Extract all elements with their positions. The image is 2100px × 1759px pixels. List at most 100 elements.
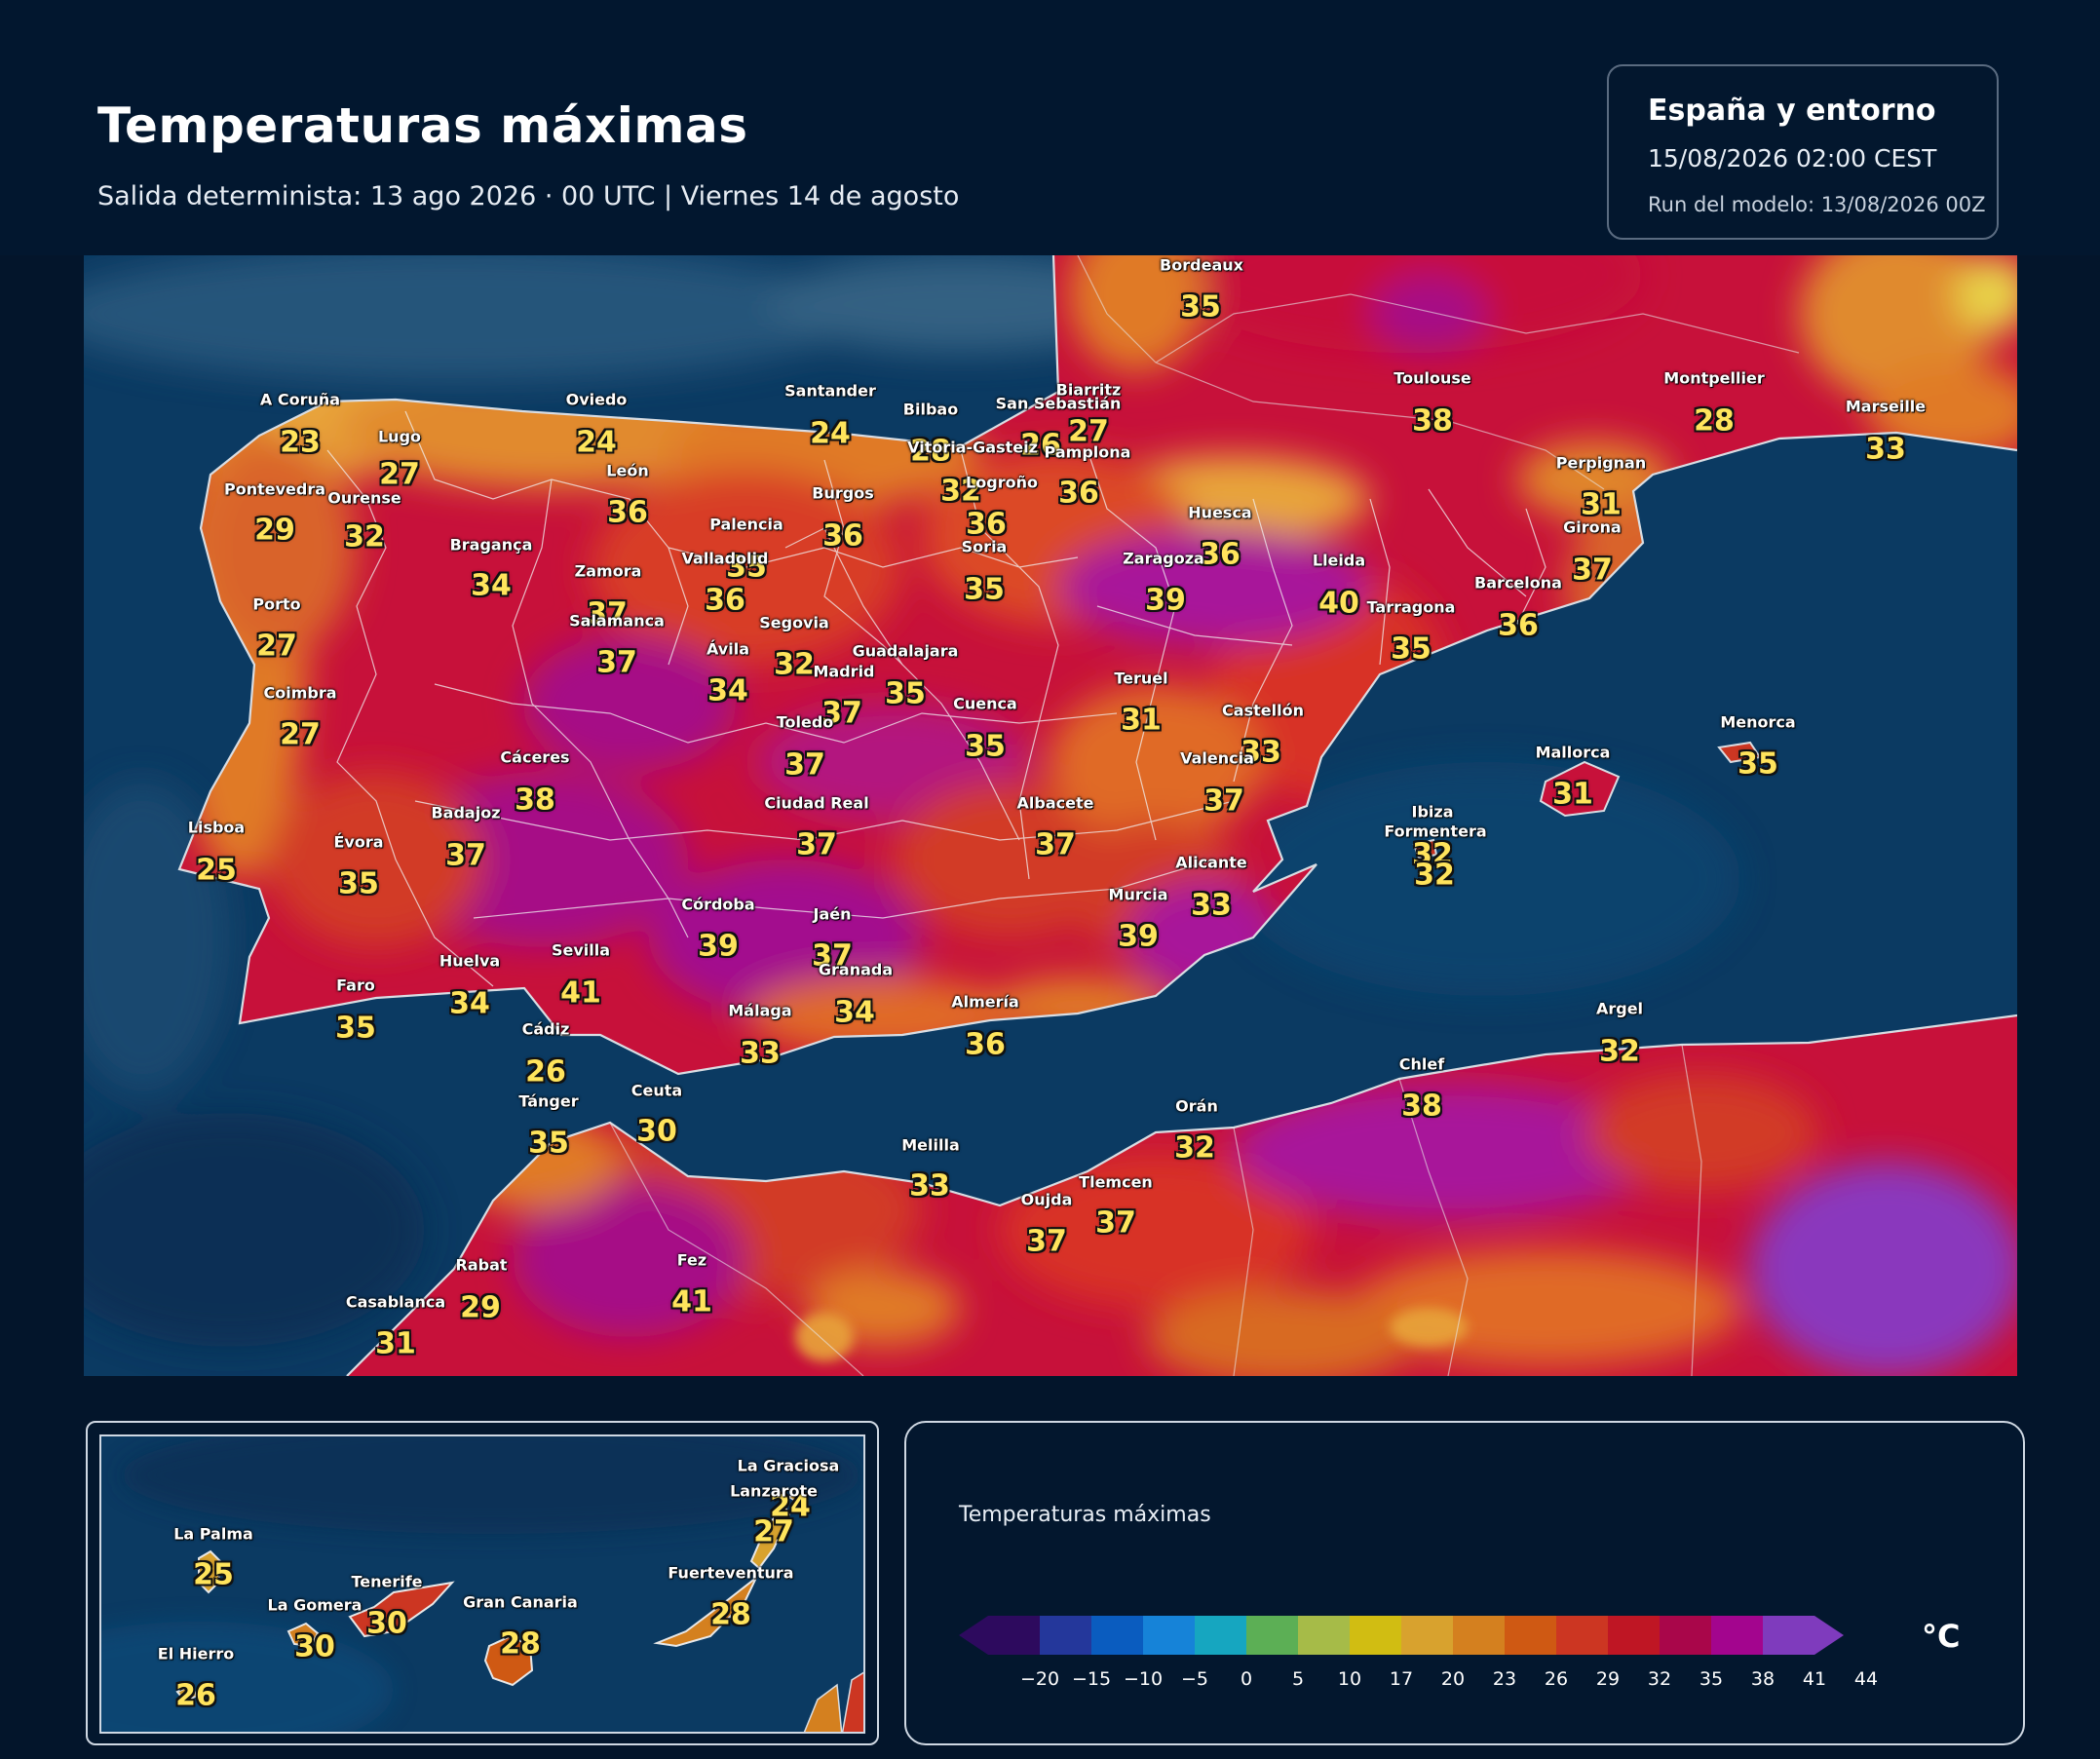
city-label: Huelva: [439, 951, 501, 971]
colorbar-tick-label: 38: [1750, 1668, 1775, 1690]
colorbar-tick-label: 0: [1240, 1668, 1253, 1690]
city-label: Tarragona: [1366, 597, 1456, 617]
city-label: Toulouse: [1394, 368, 1471, 388]
temperature-value: 26: [525, 1054, 566, 1090]
city-label: Orán: [1175, 1096, 1218, 1116]
city-label: Faro: [336, 975, 375, 995]
island-label: Tenerife: [351, 1572, 423, 1591]
temperature-value: 36: [607, 495, 648, 530]
temperature-value: 37: [784, 747, 825, 783]
temperature-value: 37: [821, 696, 862, 731]
temperature-value: 24: [576, 425, 617, 460]
temperature-value: 34: [707, 673, 748, 708]
city-label: Coimbra: [263, 683, 337, 703]
temperature-value: 27: [280, 717, 321, 752]
temperature-value: 37: [445, 838, 486, 873]
info-valid-time: 15/08/2026 02:00 CEST: [1648, 144, 1937, 172]
city-label: Madrid: [813, 662, 875, 681]
colorbar-segment: [1660, 1616, 1711, 1655]
city-label: Ciudad Real: [764, 793, 869, 813]
temperature-value: 31: [1552, 777, 1593, 812]
canary-islands-map: La Graciosa 24 Lanzarote 27 La Palma 25 …: [99, 1434, 865, 1734]
city-label: Fez: [676, 1250, 707, 1270]
colorbar-tick-label: 23: [1492, 1668, 1517, 1690]
city-label: Formentera: [1384, 822, 1487, 841]
city-label: Évora: [333, 832, 384, 852]
city-label: Valladolid: [681, 549, 769, 568]
city-label: Toledo: [776, 712, 834, 732]
temperature-value: 25: [193, 1557, 234, 1592]
temperature-value: 39: [1145, 583, 1186, 618]
info-box: España y entorno 15/08/2026 02:00 CEST R…: [1607, 64, 1999, 240]
temperature-value: 35: [726, 550, 767, 585]
temperature-value: 39: [1118, 919, 1159, 954]
temperature-value: 26: [175, 1678, 216, 1713]
city-label: Salamanca: [569, 611, 665, 631]
canary-islands-inset[interactable]: La Graciosa 24 Lanzarote 27 La Palma 25 …: [86, 1421, 879, 1745]
city-label: Porto: [252, 594, 301, 614]
temperature-value: 35: [338, 866, 379, 901]
temperature-value: 28: [710, 1597, 751, 1632]
colorbar-tick-label: 26: [1544, 1668, 1569, 1690]
city-label: Tlemcen: [1079, 1172, 1153, 1192]
colorbar-tick-label: −5: [1180, 1668, 1209, 1690]
city-label: Menorca: [1720, 712, 1796, 732]
city-label: San Sebastián: [995, 394, 1122, 413]
city-label: Soria: [961, 537, 1008, 556]
colorbar-tick-label: −20: [1019, 1668, 1060, 1690]
page-title: Temperaturas máximas: [97, 97, 748, 154]
city-label: Ibiza: [1411, 802, 1454, 822]
colorbar-tick-label: 20: [1440, 1668, 1466, 1690]
colorbar-segment: [1040, 1616, 1091, 1655]
city-label: Valencia: [1180, 748, 1254, 768]
city-label: Sevilla: [551, 940, 611, 960]
city-label: Albacete: [1016, 793, 1094, 813]
temperature-value: 37: [796, 827, 837, 862]
city-label: Alicante: [1175, 853, 1247, 872]
temperature-value: 40: [1318, 586, 1359, 621]
temperature-value: 36: [705, 583, 745, 618]
colorbar-tick-label: −10: [1123, 1668, 1164, 1690]
city-label: A Coruña: [259, 390, 341, 409]
city-label: Logroño: [966, 473, 1038, 492]
island-label: Lanzarote: [730, 1481, 818, 1501]
city-label: Rabat: [455, 1255, 508, 1275]
colorbar-segment: [1608, 1616, 1660, 1655]
temperature-value: 32: [344, 519, 385, 554]
city-label: Vitoria-Gasteiz: [907, 438, 1038, 457]
city-label: Girona: [1563, 517, 1622, 537]
temperature-value: 32: [940, 474, 981, 509]
island-label: El Hierro: [157, 1644, 235, 1663]
legend-title: Temperaturas máximas: [959, 1503, 1211, 1527]
temperature-value: 37: [1035, 827, 1076, 862]
temperature-value: 28: [1694, 403, 1735, 439]
city-label: Melilla: [901, 1135, 960, 1155]
temperature-value: 27: [379, 457, 420, 492]
temperature-value: 38: [1412, 403, 1453, 439]
island-label: La Palma: [173, 1524, 253, 1544]
city-label: Pamplona: [1044, 442, 1131, 462]
city-label: Barcelona: [1474, 573, 1562, 593]
city-label: Segovia: [759, 613, 829, 632]
temperature-value: 30: [366, 1606, 407, 1641]
temperature-value: 26: [1020, 428, 1061, 463]
city-label: Granada: [818, 960, 894, 979]
city-label: Ceuta: [630, 1081, 683, 1100]
temperature-value: 24: [770, 1489, 811, 1524]
temperature-value: 29: [254, 513, 295, 548]
temperature-value: 37: [1026, 1224, 1067, 1259]
city-label: Cádiz: [521, 1019, 570, 1039]
temperature-value: 28: [500, 1626, 541, 1662]
city-label: Cuenca: [953, 694, 1017, 713]
city-label: Bordeaux: [1160, 255, 1243, 275]
legend-panel: Temperaturas máximas −20 −15 −10 −5 0 5 10 17 20…: [904, 1421, 2025, 1745]
temperature-value: 37: [1203, 784, 1244, 819]
temperature-value: 32: [1412, 837, 1453, 872]
city-label: Chlef: [1398, 1054, 1445, 1074]
colorbar: [959, 1616, 1844, 1655]
map-background: [84, 255, 2017, 1376]
city-label: Cáceres: [500, 747, 570, 767]
city-label: Guadalajara: [852, 641, 959, 661]
temperature-map[interactable]: Bordeaux 35 Toulouse 38 Montpellier 28 M…: [84, 255, 2017, 1376]
temperature-value: 36: [1498, 608, 1539, 643]
